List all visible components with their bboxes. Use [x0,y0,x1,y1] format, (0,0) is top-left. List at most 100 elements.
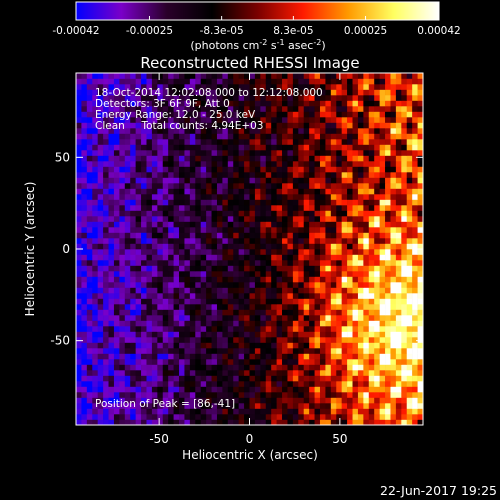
heatmap-cell [287,287,294,294]
heatmap-cell [249,139,256,145]
heatmap-cell [417,397,423,404]
heatmap-cell [179,161,185,167]
heatmap-cell [189,309,196,316]
heatmap-cell [168,364,174,371]
heatmap-cell [92,166,98,173]
heatmap-cell [276,254,283,261]
heatmap-cell [357,309,364,316]
heatmap-cell [336,106,342,112]
heatmap-cell [260,419,267,425]
heatmap-cell [189,414,196,420]
heatmap-cell [113,194,120,200]
heatmap-cell [341,419,348,425]
heatmap-cell [401,260,408,266]
heatmap-cell [401,331,408,338]
heatmap-cell [314,381,321,387]
heatmap-cell [227,150,234,156]
heatmap-cell [265,309,272,316]
heatmap-cell [146,106,153,112]
heatmap-cell [298,205,305,211]
heatmap-cell [401,155,408,162]
heatmap-cell [92,95,98,101]
heatmap-cell [249,183,256,189]
heatmap-cell [76,397,82,404]
heatmap-cell [417,414,423,420]
heatmap-cell [401,337,408,343]
heatmap-cell [357,139,364,145]
heatmap-cell [352,128,359,134]
heatmap-cell [216,133,223,140]
heatmap-cell [303,414,310,420]
heatmap-cell [113,150,120,156]
heatmap-cell [374,265,380,272]
heatmap-cell [135,287,142,294]
heatmap-cell [233,183,239,189]
heatmap-cell [368,359,375,365]
heatmap-cell [76,238,82,244]
heatmap-cell [119,95,126,101]
heatmap-cell [146,331,153,338]
heatmap-cell [184,249,191,255]
heatmap-cell [211,370,218,376]
heatmap-cell [227,403,234,409]
heatmap-cell [352,309,359,316]
heatmap-cell [168,282,174,288]
heatmap-cell [141,133,147,140]
heatmap-cell [162,315,169,321]
heatmap-cell [81,227,88,233]
colorbar-tick-label: -0.00042 [52,25,99,37]
heatmap-cell [309,397,315,404]
heatmap-cell [303,348,310,354]
heatmap-cell [168,298,174,305]
heatmap-cell [309,287,315,294]
heatmap-cell [119,194,126,200]
heatmap-cell [298,128,305,134]
heatmap-cell [325,397,332,404]
heatmap-cell [352,100,359,107]
heatmap-cell [222,205,229,211]
heatmap-cell [276,364,283,371]
heatmap-cell [271,111,277,118]
heatmap-cell [330,84,337,90]
heatmap-cell [195,254,201,261]
heatmap-cell [325,254,332,261]
heatmap-cell [206,144,212,151]
heatmap-cell [184,84,191,90]
heatmap-cell [227,210,234,217]
heatmap-cell [227,260,234,266]
heatmap-cell [395,254,402,261]
heatmap-cell [260,210,267,217]
heatmap-cell [81,139,88,145]
heatmap-cell [211,128,218,134]
heatmap-cell [330,144,337,151]
heatmap-cell [374,348,380,354]
heatmap-cell [189,150,196,156]
heatmap-cell [282,364,288,371]
heatmap-cell [238,243,245,250]
heatmap-cell [108,183,115,189]
heatmap-cell [330,73,337,79]
heatmap-cell [390,216,397,222]
heatmap-cell [417,73,423,79]
heatmap-cell [179,106,185,112]
heatmap-cell [162,386,169,393]
heatmap-cell [103,166,109,173]
heatmap-cell [319,304,326,310]
heatmap-cell [325,375,332,382]
heatmap-cell [260,188,267,195]
heatmap-cell [168,276,174,283]
heatmap-cell [206,370,212,376]
heatmap-cell [195,133,201,140]
heatmap-cell [146,199,153,206]
heatmap-cell [330,122,337,129]
colorbar-unit-label: (photons cm-2 s-1 asec-2) [190,38,325,52]
heatmap-cell [341,315,348,321]
heatmap-cell [195,128,201,134]
heatmap-cell [265,238,272,244]
heatmap-cell [92,315,98,321]
heatmap-cell [309,353,315,360]
heatmap-cell [357,210,364,217]
heatmap-cell [157,304,164,310]
heatmap-cell [368,161,375,167]
heatmap-cell [314,205,321,211]
